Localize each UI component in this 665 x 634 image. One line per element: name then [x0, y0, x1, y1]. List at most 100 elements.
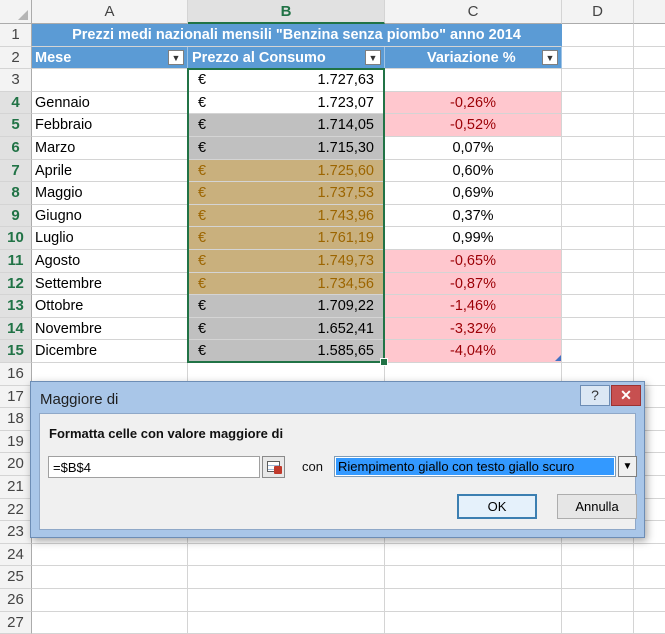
cell[interactable] [634, 521, 665, 544]
filter-dropdown-icon[interactable]: ▼ [365, 49, 381, 65]
cell[interactable] [32, 69, 188, 92]
cell[interactable] [32, 611, 188, 634]
value-input[interactable] [48, 456, 260, 478]
row-header[interactable]: 9 [0, 204, 32, 228]
table-title[interactable]: Prezzi medi nazionali mensili "Benzina s… [32, 24, 562, 47]
row-header[interactable]: 26 [0, 589, 32, 612]
price-cell[interactable]: €1.715,30 [188, 137, 385, 160]
cell[interactable] [188, 589, 385, 612]
month-cell[interactable]: Novembre [32, 317, 188, 341]
cell[interactable] [634, 340, 665, 363]
row-header[interactable]: 12 [0, 272, 32, 296]
row-header[interactable]: 14 [0, 317, 32, 341]
cell[interactable] [32, 589, 188, 612]
help-button[interactable]: ? [580, 385, 610, 406]
row-header[interactable]: 27 [0, 611, 32, 634]
row-header[interactable]: 17 [0, 385, 32, 409]
cell[interactable] [32, 566, 188, 589]
variation-cell[interactable]: -0,26% [385, 91, 562, 115]
month-cell[interactable]: Dicembre [32, 340, 188, 363]
month-cell[interactable]: Marzo [32, 137, 188, 160]
month-cell[interactable]: Ottobre [32, 295, 188, 318]
cell[interactable] [562, 182, 634, 205]
cell[interactable] [562, 91, 634, 115]
column-header-a[interactable]: A [32, 0, 188, 24]
cell[interactable] [562, 137, 634, 160]
cell[interactable] [634, 273, 665, 296]
cell[interactable] [562, 566, 634, 589]
cell[interactable] [385, 611, 562, 634]
cell[interactable] [562, 204, 634, 228]
price-cell[interactable]: €1.723,07 [188, 91, 385, 115]
cancel-button[interactable]: Annulla [557, 494, 637, 519]
cell[interactable] [634, 544, 665, 567]
row-header[interactable]: 13 [0, 295, 32, 318]
cell[interactable] [634, 612, 665, 634]
cell[interactable] [634, 431, 665, 454]
base-price-cell[interactable]: €1.727,63 [188, 69, 385, 92]
row-header[interactable]: 23 [0, 521, 32, 544]
price-cell[interactable]: €1.761,19 [188, 227, 385, 250]
cell[interactable] [634, 566, 665, 589]
ok-button[interactable]: OK [457, 494, 537, 519]
variation-cell[interactable]: 0,60% [385, 159, 562, 183]
row-header[interactable]: 11 [0, 250, 32, 273]
row-header[interactable]: 8 [0, 182, 32, 205]
row-header[interactable]: 10 [0, 227, 32, 250]
cell[interactable] [634, 295, 665, 318]
price-cell[interactable]: €1.714,05 [188, 114, 385, 137]
column-header-c[interactable]: C [385, 0, 562, 24]
cell[interactable] [562, 227, 634, 250]
price-cell[interactable]: €1.743,96 [188, 204, 385, 228]
cell[interactable] [562, 24, 634, 47]
variation-cell[interactable]: 0,99% [385, 227, 562, 250]
cell[interactable] [562, 317, 634, 341]
close-button[interactable]: ✕ [611, 385, 641, 406]
cell[interactable] [562, 611, 634, 634]
cell[interactable] [634, 227, 665, 250]
price-cell[interactable]: €1.749,73 [188, 250, 385, 273]
row-header[interactable]: 20 [0, 453, 32, 476]
cell[interactable] [634, 24, 665, 47]
cell[interactable] [562, 272, 634, 296]
row-header[interactable]: 24 [0, 543, 32, 567]
cell[interactable] [562, 589, 634, 612]
row-header[interactable]: 15 [0, 340, 32, 363]
variation-cell[interactable]: 0,69% [385, 182, 562, 205]
price-cell[interactable]: €1.734,56 [188, 272, 385, 296]
price-cell[interactable]: €1.725,60 [188, 159, 385, 183]
cell[interactable] [385, 543, 562, 567]
price-cell[interactable]: €1.709,22 [188, 295, 385, 318]
row-header[interactable]: 22 [0, 498, 32, 522]
table-resize-handle[interactable] [555, 355, 561, 361]
row-header[interactable]: 25 [0, 566, 32, 589]
cell[interactable] [634, 386, 665, 409]
cell[interactable] [634, 47, 665, 70]
price-cell[interactable]: €1.737,53 [188, 182, 385, 205]
select-all-corner[interactable] [0, 0, 32, 24]
month-cell[interactable]: Giugno [32, 204, 188, 228]
row-header[interactable]: 21 [0, 476, 32, 499]
month-cell[interactable]: Luglio [32, 227, 188, 250]
variation-cell[interactable]: -0,87% [385, 272, 562, 296]
cell[interactable] [634, 408, 665, 431]
cell[interactable] [562, 340, 634, 363]
cell[interactable] [562, 114, 634, 137]
cell[interactable] [634, 160, 665, 183]
variation-cell[interactable]: -0,65% [385, 250, 562, 273]
cell[interactable] [562, 295, 634, 318]
cell[interactable] [634, 363, 665, 386]
chevron-down-icon[interactable]: ▼ [618, 456, 637, 477]
cell[interactable] [32, 543, 188, 567]
row-header[interactable]: 19 [0, 430, 32, 454]
row-header[interactable]: 3 [0, 69, 32, 92]
filter-dropdown-icon[interactable]: ▼ [168, 49, 184, 65]
cell[interactable] [634, 318, 665, 341]
filter-dropdown-icon[interactable]: ▼ [542, 49, 558, 65]
cell[interactable] [188, 543, 385, 567]
header-mese[interactable]: Mese ▼ [32, 46, 188, 70]
cell[interactable] [562, 159, 634, 183]
price-cell[interactable]: €1.585,65 [188, 340, 385, 363]
row-header[interactable]: 6 [0, 137, 32, 160]
cell[interactable] [634, 250, 665, 273]
